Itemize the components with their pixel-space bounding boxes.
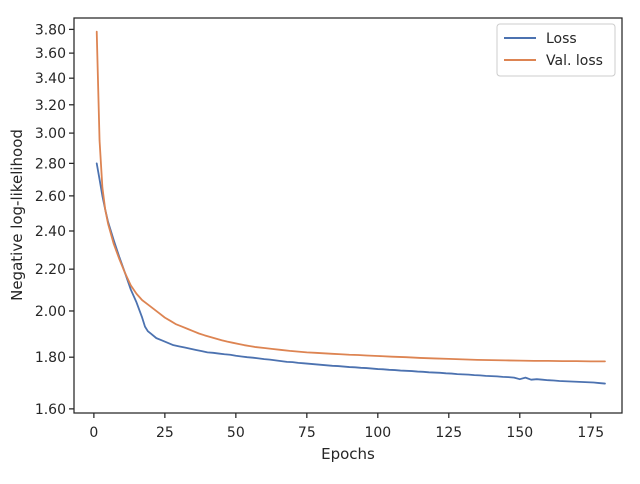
y-tick-label: 1.60 [35,402,66,418]
y-tick-label: 3.00 [35,126,66,142]
x-tick-label: 75 [298,425,316,441]
plot-frame [73,17,623,414]
y-tick-label: 2.20 [35,262,66,278]
x-tick-label: 25 [156,425,174,441]
x-tick-label: 50 [227,425,245,441]
y-tick-label: 3.60 [35,46,66,62]
x-tick-label: 150 [506,425,533,441]
series-line-val-loss [95,30,606,363]
y-tick-label: 2.80 [35,156,66,172]
x-axis-ticks: 0 25 50 75 100 125 150 175 [89,413,604,441]
legend-label-loss: Loss [546,31,577,47]
plot-lines [95,30,606,385]
x-tick-label: 125 [435,425,462,441]
series-line-loss [95,162,606,385]
y-tick-label: 3.20 [35,98,66,114]
y-axis-ticks: 1.60 1.80 2.00 2.20 2.40 2.60 2.80 3.00 3.20 3.40… [35,22,74,418]
legend-label-val-loss: Val. loss [546,53,603,69]
y-tick-label: 1.80 [35,350,66,366]
y-tick-label: 3.80 [35,22,66,38]
y-tick-label: 2.60 [35,189,66,205]
legend: Loss Val. loss [496,23,616,77]
x-tick-label: 0 [89,425,98,441]
y-tick-label: 3.40 [35,71,66,87]
x-tick-label: 175 [577,425,604,441]
x-tick-label: 100 [364,425,391,441]
y-axis-label: Negative log-likelihood [8,129,26,301]
y-tick-label: 2.00 [35,304,66,320]
y-tick-label: 2.40 [35,224,66,240]
x-axis-label: Epochs [321,445,375,463]
